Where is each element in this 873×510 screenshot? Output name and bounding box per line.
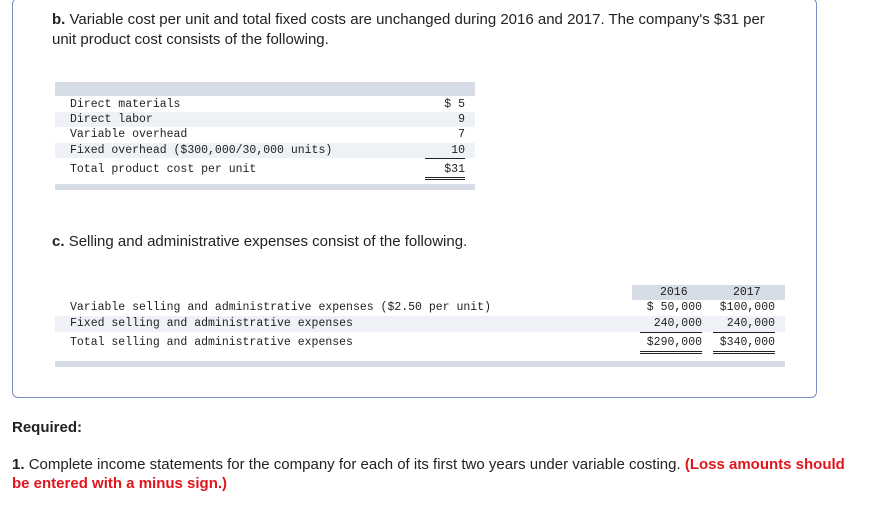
loss-note: (Loss amounts should be entered with a m… [12,456,845,492]
part-c-label: c. [52,233,65,250]
value-2016: $ 50,000 [646,301,702,314]
total-2016: $290,000 [640,335,702,354]
table-row: Fixed selling and administrative expense… [55,316,785,333]
row-label: Variable overhead [70,128,188,141]
value-2016: 240,000 [640,316,702,333]
part-b-paragraph: b. Variable cost per unit and total fixe… [52,10,772,50]
table-row: Fixed overhead ($300,000/30,000 units) 1… [55,143,475,159]
required-heading: Required: [12,419,83,436]
part-c-paragraph: c. Selling and administrative expenses c… [52,232,467,252]
row-label: Fixed selling and administrative expense… [70,317,353,330]
sga-table-footer-bar [55,361,785,367]
required-instruction: 1. Complete income statements for the co… [12,455,852,493]
total-2017: $340,000 [713,335,775,354]
total-label: Total product cost per unit [70,163,257,176]
part-c-text: Selling and administrative expenses cons… [68,233,468,250]
total-value: $31 [425,162,465,180]
table-row: Direct labor 9 [55,112,475,127]
row-value: $ 5 [444,98,465,111]
sga-table-header: 2016 2017 [632,285,785,300]
year-header-2017: 2017 [733,286,761,299]
part-b-label: b. [52,11,66,28]
table-total-row: Total product cost per unit $31 [55,162,475,180]
table-total-row: Total selling and administrative expense… [55,335,785,354]
instruction-text: Complete income statements for the compa… [28,456,681,473]
part-b-text: Variable cost per unit and total fixed c… [52,11,765,48]
year-header-2016: 2016 [660,286,688,299]
instruction-number: 1. [12,456,25,473]
value-2017: 240,000 [713,316,775,333]
row-value: 10 [425,143,465,159]
row-label: Variable selling and administrative expe… [70,301,491,314]
row-value: 9 [458,113,465,126]
row-label: Fixed overhead ($300,000/30,000 units) [70,144,333,157]
table-row: Variable overhead 7 [55,127,475,142]
row-label: Direct labor [70,113,153,126]
value-2017: $100,000 [719,301,775,314]
table-row: Variable selling and administrative expe… [55,300,785,316]
row-value: 7 [458,128,465,141]
total-label: Total selling and administrative expense… [70,336,353,349]
table-row: Direct materials $ 5 [55,97,475,112]
problem-panel [12,0,817,398]
product-cost-table-footer-bar [55,184,475,190]
row-label: Direct materials [70,98,181,111]
product-cost-table-header-bar [55,82,475,96]
